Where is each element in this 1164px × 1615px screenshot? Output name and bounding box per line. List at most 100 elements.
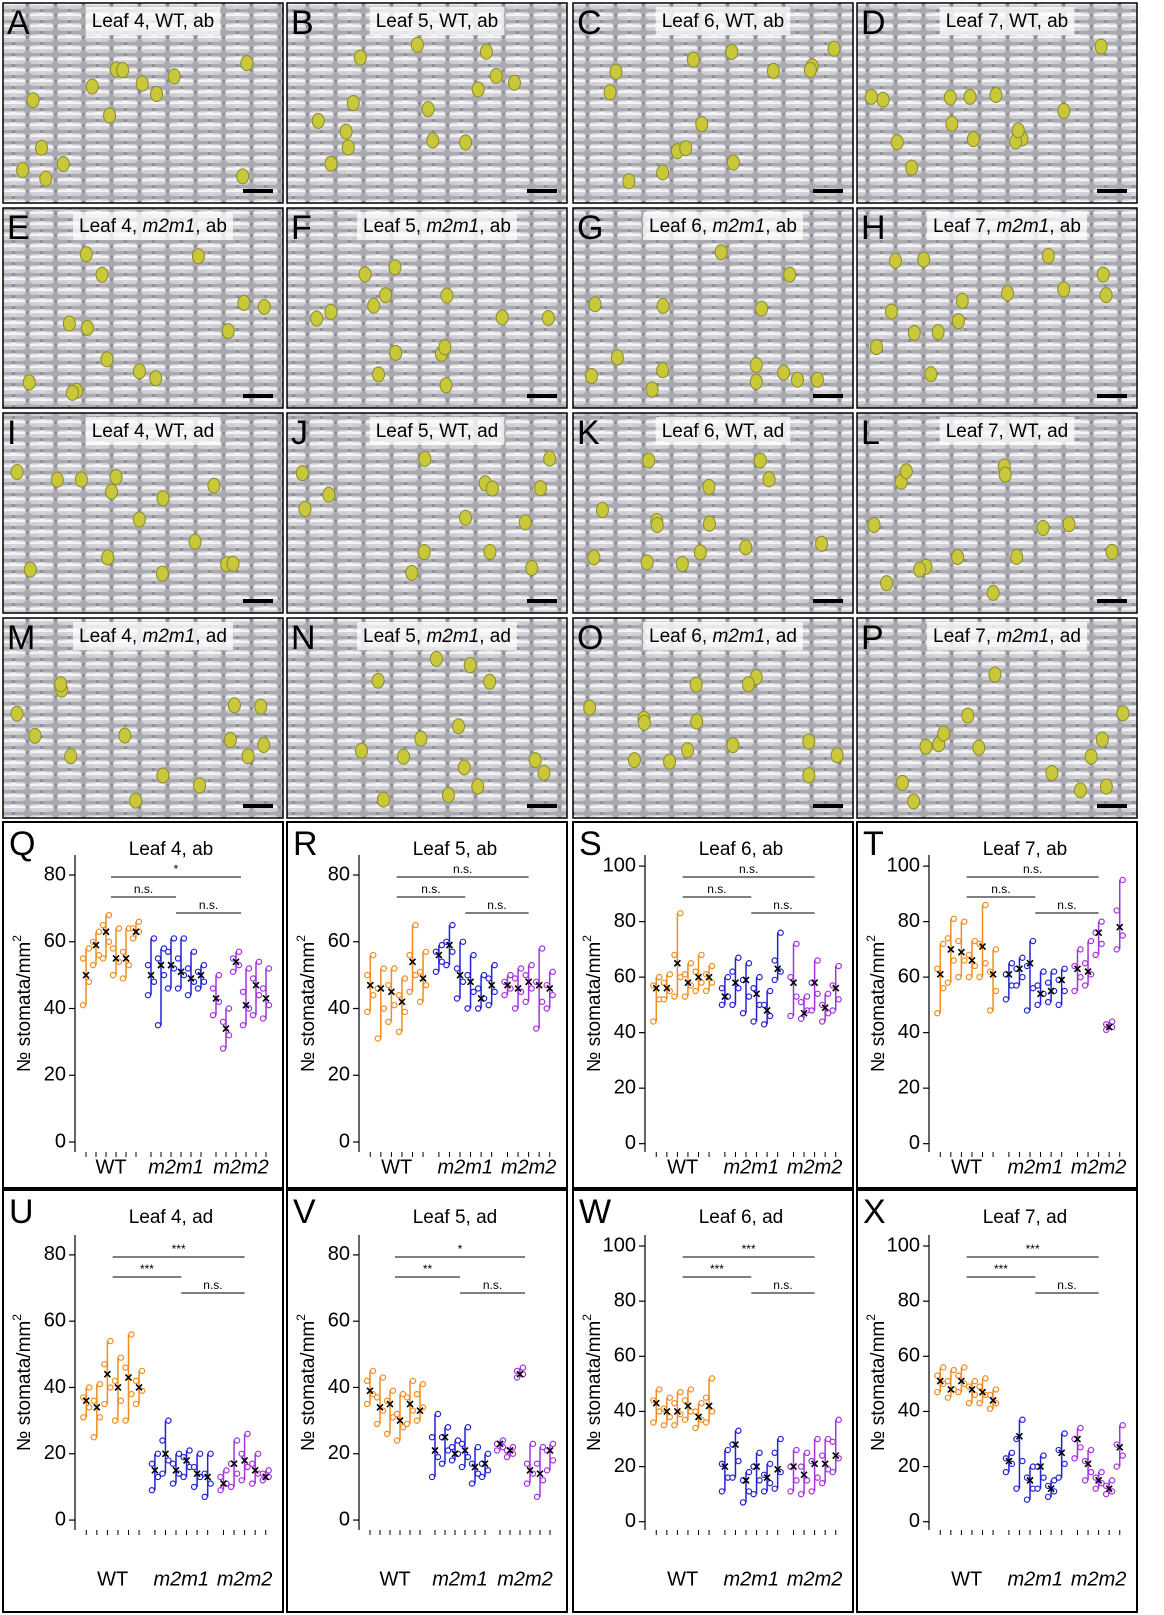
x-category-label: WT (951, 1156, 982, 1178)
micrograph-label: Leaf 7, WT, ad (946, 421, 1069, 442)
micrograph-label: Leaf 5, m2m1, ab (363, 216, 511, 237)
y-tick-label: 80 (898, 910, 920, 932)
scale-bar (1097, 599, 1127, 603)
y-tick-label: 40 (898, 1400, 920, 1422)
data-point (992, 1386, 1000, 1393)
data-point (190, 1463, 198, 1471)
stoma (354, 742, 368, 759)
stoma (105, 483, 119, 500)
mean-marker (82, 971, 90, 979)
data-point (99, 955, 107, 962)
data-point (1081, 960, 1089, 967)
mean-marker (684, 979, 692, 987)
mean-marker (396, 1417, 404, 1425)
y-axis-label: № stomata/mm2 (580, 935, 605, 1072)
data-point (814, 990, 821, 997)
significance-label: n.s. (134, 882, 153, 896)
data-point (702, 1419, 710, 1426)
data-point (934, 1372, 941, 1379)
stoma (463, 657, 477, 674)
data-point (249, 975, 257, 982)
mean-marker (763, 1474, 771, 1482)
mean-marker (752, 990, 761, 998)
data-point (175, 1450, 183, 1457)
data-point (666, 971, 674, 978)
stoma (471, 778, 485, 795)
micrograph-frame (286, 2, 568, 204)
data-point (122, 1364, 129, 1371)
data-point (666, 1394, 674, 1401)
data-point (1098, 940, 1105, 948)
label-part: WT (1009, 421, 1039, 442)
data-point (478, 1473, 486, 1481)
mean-marker (968, 1385, 976, 1393)
data-point (708, 979, 716, 986)
data-point (1061, 1460, 1068, 1468)
stoma (783, 266, 797, 283)
label-part: Leaf 5, (376, 421, 439, 442)
data-point (824, 1435, 832, 1443)
mean-marker (1095, 1476, 1103, 1484)
stoma (438, 339, 452, 356)
stoma (595, 501, 609, 518)
y-axis-label-sup: 2 (580, 935, 594, 942)
data-point (1040, 1452, 1047, 1459)
mean-marker (197, 971, 205, 979)
data-point (650, 1419, 657, 1426)
label-part: WT (1009, 11, 1039, 32)
mean-marker (705, 1402, 713, 1410)
data-point (793, 993, 800, 1000)
data-point (1077, 1424, 1084, 1432)
y-tick-label: 60 (614, 1345, 636, 1367)
data-point (449, 921, 456, 929)
stoma (50, 471, 64, 488)
data-point (803, 1449, 811, 1457)
micrograph-frame (2, 412, 284, 614)
data-point (493, 1447, 501, 1454)
data-point (750, 985, 757, 992)
stoma (417, 543, 431, 560)
stoma (298, 500, 312, 517)
mean-marker (1084, 1460, 1092, 1468)
stoma (39, 170, 53, 187)
data-point (453, 995, 461, 1002)
data-point (961, 1364, 968, 1371)
data-point (170, 935, 178, 942)
scale-bar (527, 804, 557, 808)
mean-marker (763, 1006, 771, 1015)
mean-marker (989, 970, 997, 978)
stoma (101, 549, 115, 566)
mean-marker (451, 1450, 459, 1458)
mean-marker (742, 976, 750, 984)
micrograph-texture (3, 618, 283, 818)
data-point (965, 951, 973, 959)
stoma (907, 793, 921, 810)
data-point (399, 1424, 407, 1431)
stoma (485, 480, 499, 497)
stoma (656, 362, 670, 379)
y-tick-label: 60 (898, 965, 920, 987)
stoma (919, 738, 933, 755)
significance-label: n.s. (453, 862, 472, 876)
label-part: Leaf 5, (363, 216, 426, 237)
label-part: , ab (195, 216, 227, 237)
scale-bar (813, 394, 843, 398)
chart-panel (856, 1189, 1138, 1613)
data-point (235, 948, 243, 955)
data-point (1029, 985, 1037, 992)
micrograph-texture (857, 413, 1137, 613)
stoma (610, 349, 624, 366)
micrograph-label: Leaf 7, m2m1, ab (933, 216, 1081, 237)
mean-marker (526, 1466, 534, 1474)
data-point (448, 1443, 456, 1451)
mean-marker (936, 970, 944, 978)
data-point (944, 935, 952, 942)
stoma (1099, 287, 1113, 304)
data-point (428, 1473, 436, 1481)
significance-label: n.s. (773, 898, 792, 912)
data-point (109, 945, 117, 952)
data-point (671, 951, 678, 959)
stoma (518, 514, 532, 531)
stoma (749, 373, 763, 390)
